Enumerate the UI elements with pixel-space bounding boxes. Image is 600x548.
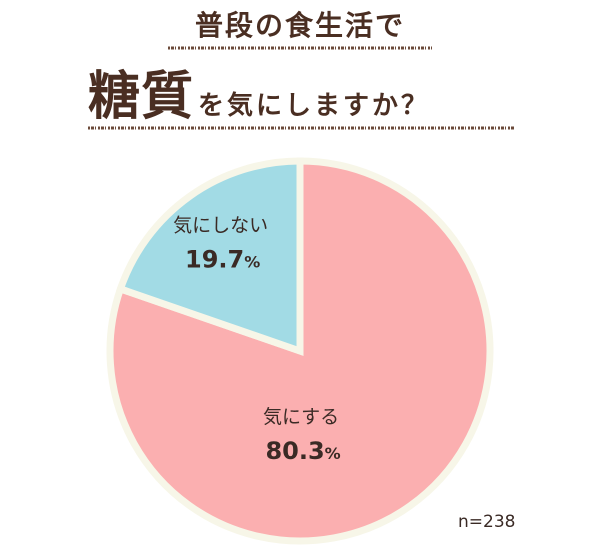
title-divider-top [168, 46, 432, 50]
title-divider-bottom [88, 126, 514, 130]
chart-title-emphasis: 糖質 [88, 66, 195, 127]
chart-title-line2: 糖質 を気にしますか？ [88, 54, 518, 129]
chart-title-rest: を気にしますか？ [198, 91, 431, 121]
slice-not-care [115, 157, 304, 356]
label-care-name: 気にする [263, 406, 339, 428]
sample-size-note: n=238 [458, 512, 516, 532]
label-care-pct: 80.3% [265, 437, 340, 465]
label-not-care-name: 気にしない [173, 215, 268, 237]
chart-title-line1: 普段の食生活で [194, 9, 405, 42]
label-not-care-pct: 19.7% [185, 246, 260, 274]
